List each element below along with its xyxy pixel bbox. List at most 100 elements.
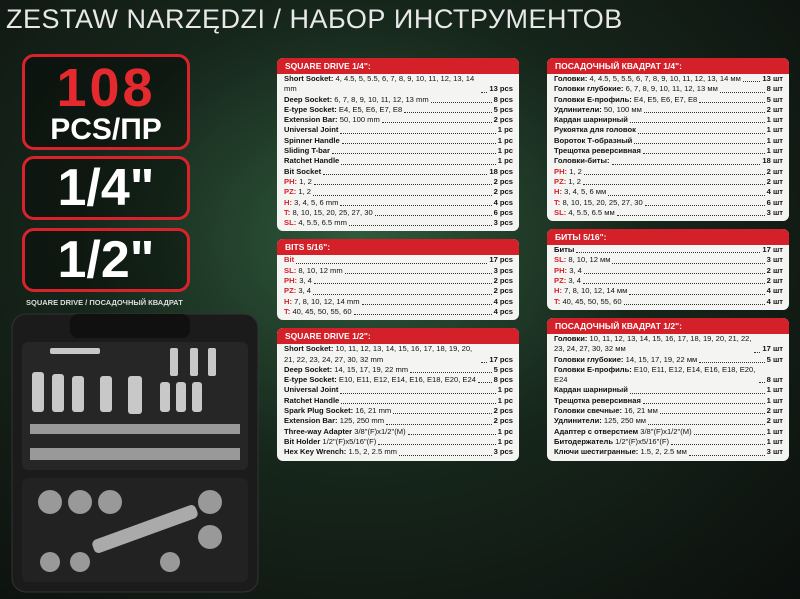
item-qty: 5 pcs xyxy=(493,104,513,114)
item-qty: 2 pcs xyxy=(493,406,513,416)
item-qty: 5 шт xyxy=(766,94,783,104)
item-qty: 4 pcs xyxy=(493,197,513,207)
item-qty: 5 шт xyxy=(766,354,783,364)
item-qty: 8 шт xyxy=(766,375,783,385)
item-name: Кардан шарнирный xyxy=(554,115,628,125)
item-qty: 2 pcs xyxy=(493,276,513,286)
item-text: PH: 3, 4 xyxy=(554,266,582,276)
item-name: Deep Socket: xyxy=(284,364,333,374)
leader xyxy=(659,413,765,415)
item-text: PZ: 3, 4 xyxy=(284,286,311,296)
leader xyxy=(313,283,492,285)
leader xyxy=(313,184,492,186)
item-detail: 3/8"(F)x1/2"(M) xyxy=(354,426,406,436)
title: ZESTAW NARZĘDZI / НАБОР ИНСТРУМЕНТОВ xyxy=(6,4,623,34)
item-row: Bit 17 pcs xyxy=(277,255,519,265)
leader xyxy=(353,314,492,316)
item-row: Extension Bar: 125, 250 mm 2 pcs xyxy=(277,416,519,426)
leader xyxy=(648,423,765,425)
item-detail: 14, 15, 17, 19, 22 мм xyxy=(625,354,698,364)
item-qty: 2 шт xyxy=(766,276,783,286)
item-row: Short Socket: 4, 4.5, 5, 5.5, 6, 7, 8, 9… xyxy=(277,74,519,95)
item-row: PZ: 3, 4 2 pcs xyxy=(277,286,519,296)
item-detail: 3, 4 xyxy=(569,265,582,275)
item-detail: 16, 21 мм xyxy=(624,406,658,416)
section-header: ПОСАДОЧНЫЙ КВАДРАТ 1/2": xyxy=(547,317,789,334)
item-name: PH: xyxy=(284,176,298,186)
item-row: SL: 4, 5.5, 6.5 mm 3 pcs xyxy=(277,218,519,228)
item-detail: 8, 10, 15, 20, 25, 27, 30 xyxy=(562,197,643,207)
item-name: PZ: xyxy=(284,187,297,197)
item-name: Bit Holder xyxy=(284,436,321,446)
item-qty: 17 pcs xyxy=(489,354,513,364)
item-row: H: 7, 8, 10, 12, 14 мм 4 шт xyxy=(547,286,789,296)
item-text: SL: 4, 5.5, 6.5 mm xyxy=(284,218,347,228)
item-row: H: 3, 4, 5, 6 mm 4 pcs xyxy=(277,198,519,208)
leader xyxy=(361,303,492,305)
item-name: Short Socket: xyxy=(284,74,334,83)
item-qty: 4 шт xyxy=(766,187,783,197)
item-row: Ratchet Handle 1 pc xyxy=(277,396,519,406)
item-detail: 4, 4.5, 5, 5.5, 6, 7, 8, 9, 10, 11, 12, … xyxy=(589,74,741,83)
item-row: Ключи шестигранные: 1.5, 2, 2.5 мм 3 шт xyxy=(547,447,789,457)
item-qty: 1 шт xyxy=(766,436,783,446)
item-qty: 2 pcs xyxy=(493,187,513,197)
item-text: Ключи шестигранные: 1.5, 2, 2.5 мм xyxy=(554,447,687,457)
item-name: H: xyxy=(554,187,563,197)
leader xyxy=(742,81,761,83)
item-row: T: 8, 10, 15, 20, 25, 27, 30 6 шт xyxy=(547,198,789,208)
item-text: Bit Holder 1/2"(F)x5/16"(F) xyxy=(284,437,376,447)
item-qty: 1 pc xyxy=(497,135,513,145)
leader xyxy=(634,143,765,145)
item-text: Головки глубокие: 6, 7, 8, 9, 10, 11, 12… xyxy=(554,84,718,94)
item-qty: 2 шт xyxy=(766,176,783,186)
item-row: Битодержатель 1/2"(F)x5/16"(F) 1 шт xyxy=(547,437,789,447)
item-qty: 3 pcs xyxy=(493,447,513,457)
leader xyxy=(430,101,492,103)
item-qty: 1 шт xyxy=(766,395,783,405)
item-row: Кардан шарнирный 1 шт xyxy=(547,385,789,395)
item-text: Рукоятка для головок xyxy=(554,125,636,135)
item-row: Головки глубокие: 14, 15, 17, 19, 22 мм 5… xyxy=(547,355,789,365)
item-name: Universal Joint xyxy=(284,125,339,135)
section-header: SQUARE DRIVE 1/2": xyxy=(277,328,519,345)
item-text: Головки свечные: 16, 21 мм xyxy=(554,406,658,416)
item-qty: 1 pc xyxy=(497,156,513,166)
item-qty: 2 pcs xyxy=(493,286,513,296)
item-detail: 14, 15, 17, 19, 22 mm xyxy=(334,364,409,374)
item-text: T: 40, 45, 50, 55, 60 xyxy=(284,307,352,317)
leader xyxy=(386,423,492,425)
item-detail: 8, 10, 12 мм xyxy=(568,255,611,265)
item-row: Головки свечные: 16, 21 мм 2 шт xyxy=(547,406,789,416)
item-qty: 1 pc xyxy=(497,426,513,436)
item-row: Головки глубокие: 6, 7, 8, 9, 10, 11, 12… xyxy=(547,84,789,94)
leader xyxy=(583,173,765,175)
item-name: Адаптер с отверстием xyxy=(554,426,639,436)
item-text: PZ: 1, 2 xyxy=(284,187,311,197)
item-detail: 40, 45, 50, 55, 60 xyxy=(562,296,622,306)
item-detail: 16, 21 mm xyxy=(355,406,392,416)
item-text: Sliding T-bar xyxy=(284,146,330,156)
item-name: E-type Socket: xyxy=(284,375,337,385)
item-row: Адаптер с отверстием 3/8"(F)x1/2"(M) 1 шт xyxy=(547,427,789,437)
item-qty: 17 шт xyxy=(762,344,783,354)
item-qty: 1 pc xyxy=(497,436,513,446)
item-text: H: 7, 8, 10, 12, 14 мм xyxy=(554,286,627,296)
leader xyxy=(393,413,492,415)
leader xyxy=(758,382,765,384)
item-row: Биты 17 шт xyxy=(547,245,789,255)
leader xyxy=(340,392,496,394)
item-text: Three-way Adapter 3/8"(F)x1/2"(M) xyxy=(284,427,406,437)
item-row: Головки: 10, 11, 12, 13, 14, 15, 16, 17,… xyxy=(547,334,789,355)
item-qty: 8 pcs xyxy=(493,94,513,104)
item-text: T: 8, 10, 15, 20, 25, 27, 30 xyxy=(554,198,643,208)
item-row: Ratchet Handle 1 pc xyxy=(277,156,519,166)
leader xyxy=(699,361,765,363)
item-detail: 1.5, 2, 2.5 мм xyxy=(640,447,687,457)
leader xyxy=(341,403,496,405)
item-text: Extension Bar: 125, 250 mm xyxy=(284,416,384,426)
item-name: Ключи шестигранные: xyxy=(554,447,639,457)
item-detail: 1/2"(F)x5/16"(F) xyxy=(615,436,670,446)
section: SQUARE DRIVE 1/4": Short Socket: 4, 4.5, … xyxy=(277,58,519,232)
item-detail: 4, 5.5, 6.5 мм xyxy=(568,207,615,217)
